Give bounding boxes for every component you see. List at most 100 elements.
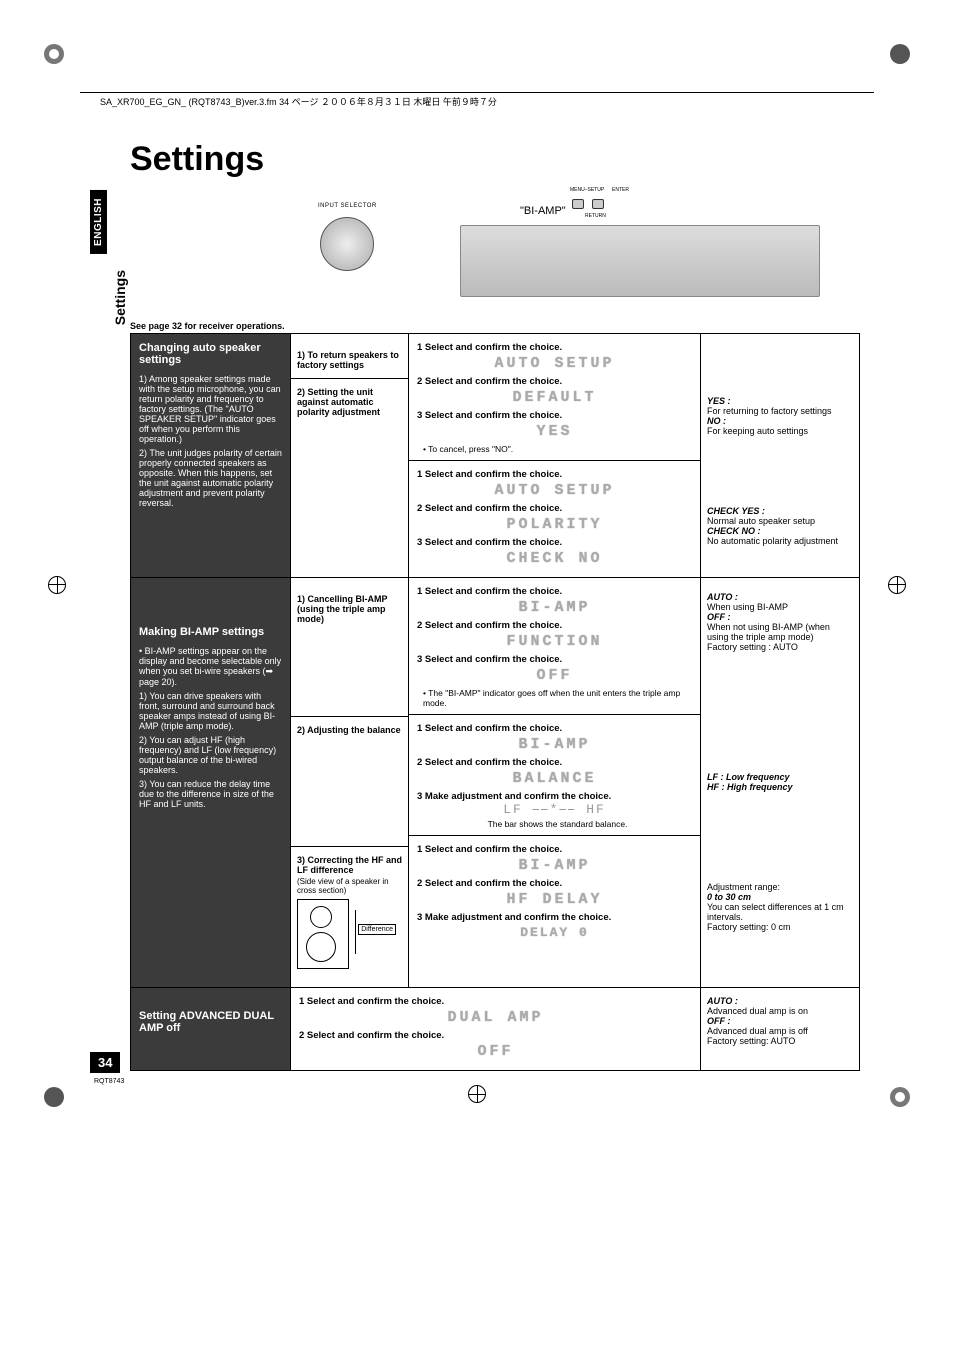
da-off-k: OFF : [707,1016,731,1026]
biamp-mid-3: 3) Correcting the HF and LF difference (… [291,846,408,979]
biamp-b1: • BI-AMP settings appear on the display … [139,646,282,687]
auto-p-lcd1: AUTO SETUP [417,482,692,499]
da-lcd1: DUAL AMP [299,1009,692,1026]
auto-p-s2: 2 Select and confirm the choice. [417,503,692,514]
bc-lcd3: OFF [417,667,692,684]
biamp-mid-3-title: 3) Correcting the HF and LF difference [297,855,402,875]
auto-bullet-2: 2) The unit judges polarity of certain p… [139,448,282,508]
bc-off-k: OFF : [707,612,731,622]
bb-s3: 3 Make adjustment and confirm the choice… [417,791,692,802]
auto-f-s2: 2 Select and confirm the choice. [417,376,692,387]
checkyes-val: Normal auto speaker setup [707,516,853,526]
receiver-body-icon [460,225,820,297]
biamp-mid-3-sub: (Side view of a speaker in cross section… [297,877,402,895]
row-dualamp: Setting ADVANCED DUAL AMP off 1 Select a… [131,987,859,1070]
menu-setup-label: MENU–SETUP [570,187,604,193]
bc-s1: 1 Select and confirm the choice. [417,586,692,597]
page-number-badge: 34 [90,1052,120,1073]
row-auto-speaker: Changing auto speaker settings 1) Among … [131,334,859,577]
checkyes-key: CHECK YES : [707,506,765,516]
biamp-mid-2: 2) Adjusting the balance [291,716,408,846]
enter-button-icon [592,199,604,209]
auto-bullet-1: 1) Among speaker settings made with the … [139,374,282,444]
page-content: ENGLISH Settings Settings MENU–SETUP ENT… [0,0,954,1151]
bc-note: • The "BI-AMP" indicator goes off when t… [423,688,692,708]
da-s2: 2 Select and confirm the choice. [299,1030,692,1041]
input-selector-label: INPUT SELECTOR [318,203,377,209]
bd-lcd3: DELAY 0 [417,925,692,940]
bc-off-v: When not using BI-AMP (when using the tr… [707,622,853,642]
bd-s2: 2 Select and confirm the choice. [417,878,692,889]
bc-auto-v: When using BI-AMP [707,602,853,612]
language-tab: ENGLISH [90,190,107,254]
biamp-mid: 1) Cancelling BI-AMP (using the triple a… [291,578,409,987]
return-label: RETURN [585,213,606,219]
auto-f-lcd3: YES [417,423,692,440]
receiver-diagram: MENU–SETUP ENTER "BI-AMP" RETURN INPUT S… [260,189,864,319]
bd-s1: 1 Select and confirm the choice. [417,844,692,855]
bb-bar: LF ⎯⎯*⎯⎯ HF [417,802,692,817]
bi-amp-quote-label: "BI-AMP" [520,205,566,217]
bd-lcd2: HF DELAY [417,891,692,908]
dualamp-right: AUTO : Advanced dual amp is on OFF : Adv… [701,988,859,1070]
yes-val: For returning to factory settings [707,406,853,416]
auto-f-lcd2: DEFAULT [417,389,692,406]
checkno-key: CHECK NO : [707,526,761,536]
auto-f-note: • To cancel, press "NO". [423,444,692,454]
bd-range-v: 0 to 30 cm [707,892,751,902]
no-val: For keeping auto settings [707,426,853,436]
settings-table: Changing auto speaker settings 1) Among … [130,333,860,1071]
biamp-left: Making BI-AMP settings • BI-AMP settings… [131,578,291,987]
enter-label: ENTER [612,187,629,193]
auto-mid-1: 1) To return speakers to factory setting… [291,342,408,378]
bb-hf: HF : High frequency [707,782,793,792]
bc-auto-k: AUTO : [707,592,738,602]
auto-f-lcd1: AUTO SETUP [417,355,692,372]
da-s1: 1 Select and confirm the choice. [299,996,692,1007]
bc-s3: 3 Select and confirm the choice. [417,654,692,665]
bb-s1: 1 Select and confirm the choice. [417,723,692,734]
auto-mid: 1) To return speakers to factory setting… [291,334,409,577]
auto-p-s3: 3 Select and confirm the choice. [417,537,692,548]
biamp-right: AUTO : When using BI-AMP OFF : When not … [701,578,859,987]
biamp-delay-block: 1 Select and confirm the choice. BI-AMP … [409,835,700,940]
auto-heading: Changing auto speaker settings [139,342,282,366]
auto-main-polarity: 1 Select and confirm the choice. AUTO SE… [409,460,700,567]
auto-p-lcd2: POLARITY [417,516,692,533]
auto-p-s1: 1 Select and confirm the choice. [417,469,692,480]
row-biamp: Making BI-AMP settings • BI-AMP settings… [131,577,859,987]
menu-setup-button-icon [572,199,584,209]
biamp-heading: Making BI-AMP settings [139,626,282,638]
difference-label: Difference [358,924,396,935]
speaker-cross-section-icon: Difference [297,899,349,969]
section-side-label: Settings [112,270,128,325]
no-key: NO : [707,416,726,426]
bd-int: You can select differences at 1 cm inter… [707,902,853,922]
auto-mid-2: 2) Setting the unit against automatic po… [291,378,408,498]
biamp-mid-1: 1) Cancelling BI-AMP (using the triple a… [291,586,408,716]
biamp-main: 1 Select and confirm the choice. BI-AMP … [409,578,701,987]
bc-s2: 2 Select and confirm the choice. [417,620,692,631]
page-title: Settings [130,140,864,179]
bd-s3: 3 Make adjustment and confirm the choice… [417,912,692,923]
dualamp-main: 1 Select and confirm the choice. DUAL AM… [291,988,701,1070]
dualamp-heading: Setting ADVANCED DUAL AMP off [139,1010,282,1034]
auto-p-lcd3: CHECK NO [417,550,692,567]
da-lcd2: OFF [299,1043,692,1060]
biamp-balance-block: 1 Select and confirm the choice. BI-AMP … [409,714,700,829]
bb-s2: 2 Select and confirm the choice. [417,757,692,768]
bd-lcd1: BI-AMP [417,857,692,874]
biamp-b2: 1) You can drive speakers with front, su… [139,691,282,731]
biamp-b3: 2) You can adjust HF (high frequency) an… [139,735,282,775]
yes-key: YES : [707,396,731,406]
input-selector-knob-icon [320,217,374,271]
rqt-code: RQT8743 [94,1078,124,1085]
bd-fact: Factory setting: 0 cm [707,922,853,932]
bb-lcd2: BALANCE [417,770,692,787]
bb-lf: LF : Low frequency [707,772,790,782]
auto-left: Changing auto speaker settings 1) Among … [131,334,291,577]
auto-right: YES : For returning to factory settings … [701,334,859,577]
bc-lcd2: FUNCTION [417,633,692,650]
auto-f-s1: 1 Select and confirm the choice. [417,342,692,353]
da-off-v: Advanced dual amp is off [707,1026,853,1036]
